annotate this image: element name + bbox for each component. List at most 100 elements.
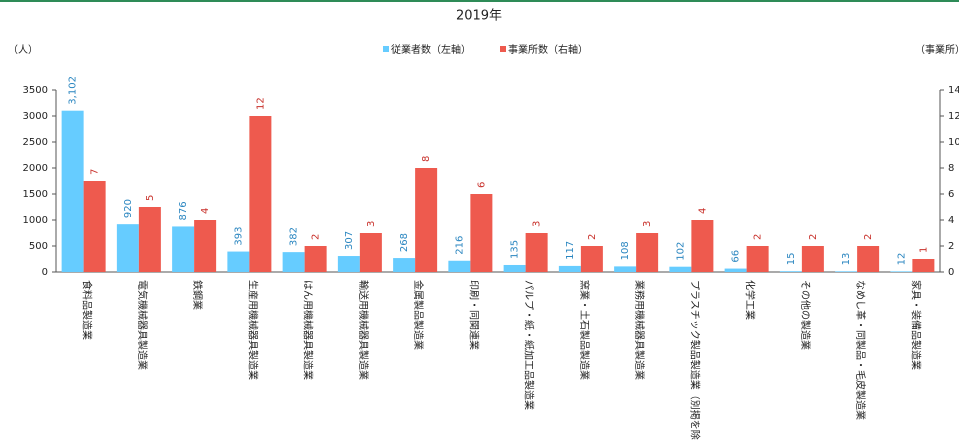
x-tick-label: 食料品製造業: [81, 280, 94, 340]
legend-swatch: [383, 46, 389, 52]
bar: [138, 207, 161, 272]
bar: [227, 251, 250, 272]
value-label: 135: [510, 240, 521, 259]
bar: [249, 116, 272, 272]
value-label: 268: [399, 233, 410, 252]
bar: [282, 252, 305, 272]
chart-title: 2019年: [456, 9, 502, 24]
bar: [116, 224, 139, 272]
value-label: 13: [841, 253, 852, 266]
x-tick-label: 金属製品製造業: [412, 280, 425, 350]
value-label: 117: [565, 241, 576, 260]
bar: [503, 264, 526, 272]
legend-label: 従業者数（左軸）: [391, 43, 471, 56]
bar: [359, 233, 382, 272]
x-tick-label: 鉄鋼業: [191, 280, 204, 310]
x-tick-label: 輸送用機械器具製造業: [357, 280, 370, 380]
value-label: 108: [620, 241, 631, 260]
bar: [614, 266, 637, 272]
y2-tick-label: 2: [948, 241, 954, 252]
value-label: 15: [786, 252, 797, 265]
bar: [801, 246, 824, 272]
value-label: 1: [918, 247, 929, 253]
bar: [724, 268, 747, 272]
value-label: 12: [896, 253, 907, 266]
y2-tick-label: 0: [948, 267, 954, 278]
x-tick-label: 印刷・同関連業: [467, 280, 480, 350]
y-tick-label: 500: [29, 241, 48, 252]
bar: [746, 246, 769, 272]
value-label: 2: [863, 234, 874, 240]
value-label: 2: [311, 234, 322, 240]
value-label: 876: [178, 201, 189, 220]
value-label: 3: [532, 221, 543, 227]
legend-label: 事業所数（右軸）: [508, 43, 588, 56]
value-label: 3: [366, 221, 377, 227]
y-tick-label: 0: [42, 267, 48, 278]
legend-swatch: [500, 46, 506, 52]
y2-tick-label: 10: [948, 137, 959, 148]
value-label: 2: [808, 234, 819, 240]
x-tick-label: 生産用機械器具製造業: [246, 280, 259, 380]
y-tick-label: 1500: [23, 189, 48, 200]
y2-tick-label: 6: [948, 189, 954, 200]
bar: [636, 233, 659, 272]
y-tick-label: 3000: [23, 111, 48, 122]
bar: [857, 246, 880, 272]
value-label: 12: [255, 97, 266, 110]
bar: [912, 259, 935, 272]
x-tick-label: 家具・装備品製造業: [909, 280, 922, 370]
value-label: 5: [145, 195, 156, 201]
y2-tick-label: 12: [948, 111, 959, 122]
value-label: 3,102: [68, 76, 79, 105]
value-label: 4: [697, 208, 708, 214]
bar: [890, 271, 913, 272]
x-tick-label: 窯業・土石製品製造業: [578, 280, 591, 380]
value-label: 4: [200, 208, 211, 214]
bar: [83, 181, 106, 272]
x-tick-label: プラスチック製品製造業（別掲を除く）: [688, 280, 701, 441]
bar: [337, 256, 360, 272]
bar: [172, 226, 195, 272]
x-tick-label: その他の製造業: [799, 280, 812, 350]
y2-tick-label: 14: [948, 85, 959, 96]
bar: [525, 233, 548, 272]
bar: [470, 194, 493, 272]
bar: [393, 258, 416, 272]
y2-tick-label: 4: [948, 215, 954, 226]
y2-axis-label: （事業所）: [915, 43, 959, 56]
bar: [415, 168, 438, 272]
value-label: 6: [476, 182, 487, 188]
y2-tick-label: 8: [948, 163, 954, 174]
bar: [779, 271, 802, 272]
bar: [61, 110, 84, 272]
y-tick-label: 1000: [23, 215, 48, 226]
x-tick-label: 業務用機械器具製造業: [633, 280, 646, 380]
bar: [691, 220, 714, 272]
y-tick-label: 3500: [23, 85, 48, 96]
x-tick-label: 化学工業: [744, 280, 757, 320]
value-label: 2: [753, 234, 764, 240]
bar: [669, 266, 692, 272]
value-label: 8: [421, 156, 432, 162]
value-label: 7: [90, 169, 101, 175]
y-tick-label: 2000: [23, 163, 48, 174]
bar: [304, 246, 327, 272]
bar: [558, 265, 581, 272]
x-tick-label: はん用機械器具製造業: [302, 280, 315, 380]
value-label: 307: [344, 231, 355, 250]
bar: [448, 260, 471, 272]
y-axis-label: （人）: [8, 44, 38, 56]
y-tick-label: 2500: [23, 137, 48, 148]
bar: [835, 271, 858, 272]
x-tick-label: 電気機械器具製造業: [136, 280, 149, 370]
value-label: 216: [454, 236, 465, 255]
value-label: 66: [731, 250, 742, 263]
value-label: 382: [289, 227, 300, 246]
bar: [194, 220, 217, 272]
x-tick-label: なめし革・同製品・毛皮製造業: [854, 280, 867, 420]
value-label: 393: [233, 226, 244, 245]
value-label: 920: [123, 199, 134, 218]
bar: [580, 246, 603, 272]
